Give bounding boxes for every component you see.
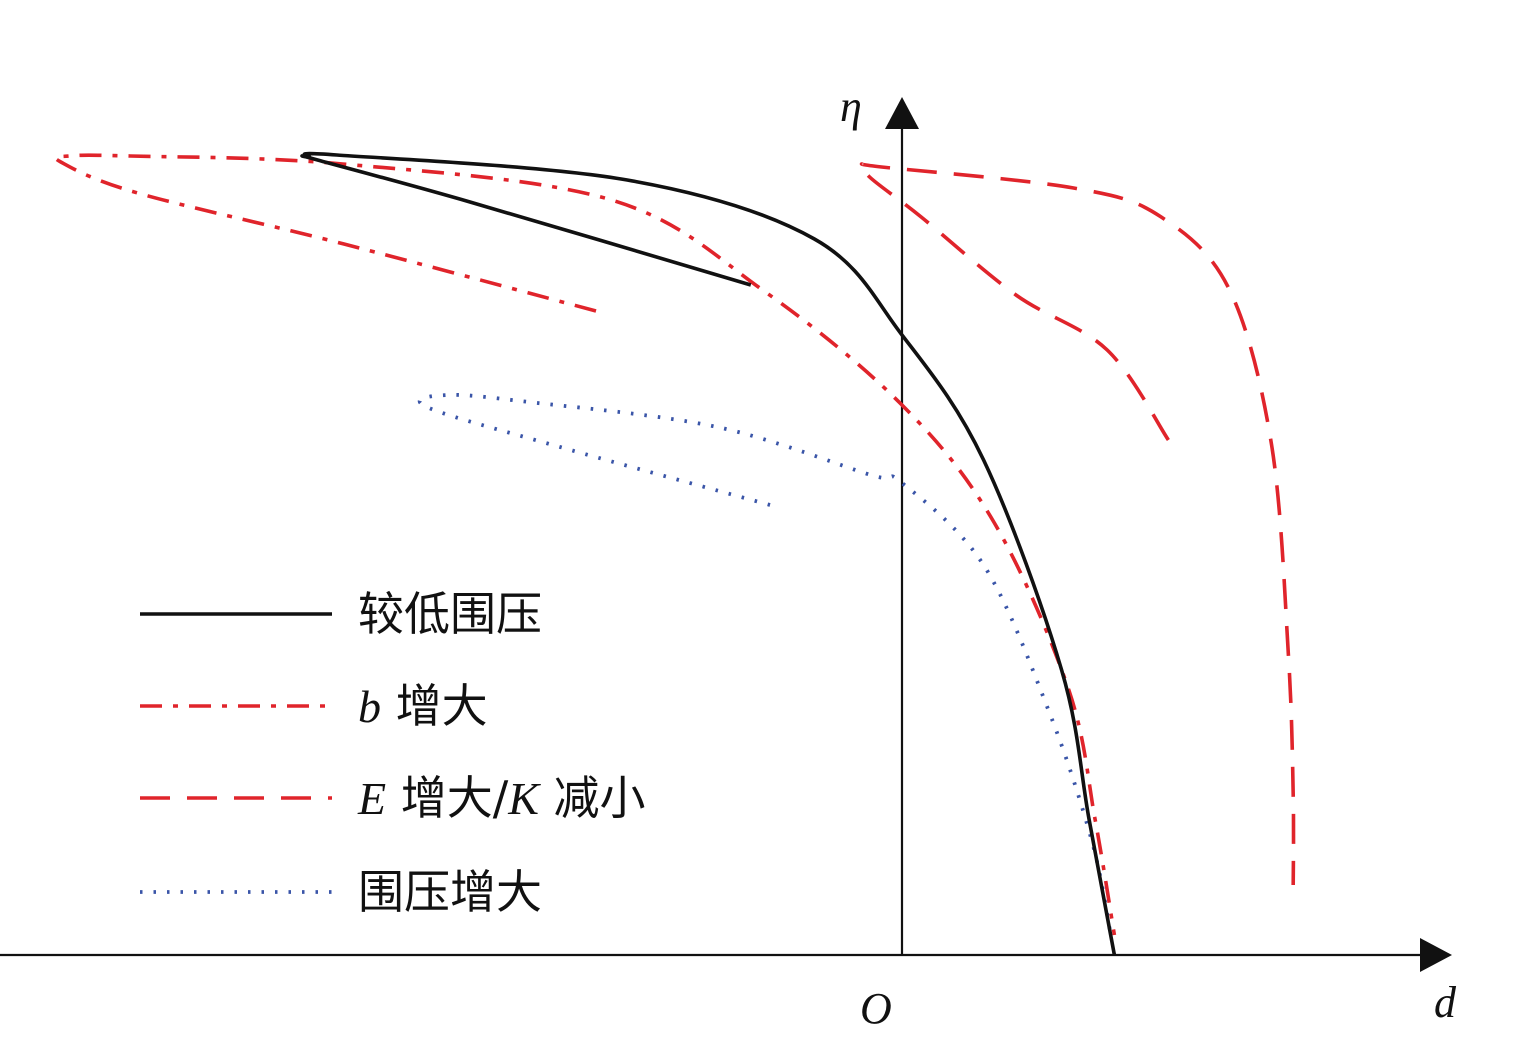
y-axis-label: η <box>840 82 862 131</box>
series-layer <box>53 151 1296 956</box>
legend-label-part: K <box>507 773 541 824</box>
x-axis-label: d <box>1434 978 1457 1027</box>
x-axis-arrowhead <box>1420 938 1452 972</box>
series-line-solid <box>300 151 1117 956</box>
legend-item-dotted: 围压增大 <box>140 865 542 919</box>
legend-label-part: 减小 <box>539 771 646 825</box>
legend-label-solid: 较低围压 <box>358 587 542 641</box>
legend-label-part: 增大/ <box>386 771 509 825</box>
axes: d η O <box>0 82 1457 1033</box>
y-axis-arrowhead <box>885 97 919 129</box>
legend-label-part: E <box>357 773 386 824</box>
series-line-dashdot <box>53 153 1117 936</box>
legend-label-dotted: 围压增大 <box>358 865 542 919</box>
series-line-dotted <box>417 392 1113 936</box>
legend-item-dashed: E 增大/K 减小 <box>140 771 646 825</box>
legend-item-dashdot: b 增大 <box>140 679 488 733</box>
legend-item-solid: 较低围压 <box>140 587 542 641</box>
series-line-dashed <box>859 162 1296 886</box>
legend-label-part: 增大 <box>381 679 488 733</box>
legend-label-part: b <box>358 681 381 732</box>
origin-label: O <box>860 984 892 1033</box>
legend-label-dashdot: b 增大 <box>358 679 488 733</box>
legend-label-dashed: E 增大/K 减小 <box>357 771 646 825</box>
